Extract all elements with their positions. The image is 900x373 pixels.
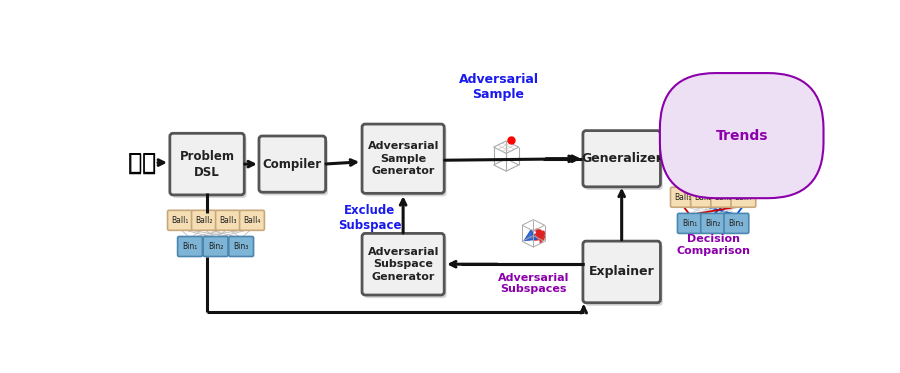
Text: Ball₃: Ball₃: [220, 216, 237, 225]
Text: Decision
Comparison: Decision Comparison: [676, 234, 750, 256]
Text: Bin₃: Bin₃: [233, 242, 248, 251]
FancyBboxPatch shape: [203, 236, 228, 257]
FancyBboxPatch shape: [583, 131, 661, 187]
FancyBboxPatch shape: [239, 210, 265, 231]
Text: Generalizer: Generalizer: [581, 152, 662, 165]
Text: Ball₃: Ball₃: [715, 193, 732, 202]
Text: Problem
DSL: Problem DSL: [180, 150, 235, 179]
Text: Trends: Trends: [716, 129, 768, 142]
FancyBboxPatch shape: [167, 210, 193, 231]
FancyBboxPatch shape: [364, 127, 446, 197]
FancyBboxPatch shape: [170, 133, 244, 195]
Text: Ball₂: Ball₂: [195, 216, 212, 225]
FancyBboxPatch shape: [364, 236, 446, 298]
FancyBboxPatch shape: [678, 213, 702, 233]
Text: Exclude
Subspace: Exclude Subspace: [338, 204, 401, 232]
FancyBboxPatch shape: [229, 236, 254, 257]
FancyBboxPatch shape: [177, 236, 202, 257]
Text: Adversarial
Subspace
Generator: Adversarial Subspace Generator: [367, 247, 439, 282]
FancyBboxPatch shape: [711, 187, 735, 207]
Text: 🧑‍💻: 🧑‍💻: [128, 151, 156, 175]
Text: Ball₁: Ball₁: [674, 193, 691, 202]
FancyBboxPatch shape: [731, 187, 756, 207]
Text: Bin₂: Bin₂: [208, 242, 223, 251]
Text: Bin₃: Bin₃: [729, 219, 744, 228]
Text: Ball₄: Ball₄: [243, 216, 261, 225]
FancyBboxPatch shape: [670, 187, 696, 207]
FancyBboxPatch shape: [259, 136, 326, 192]
Text: Explainer: Explainer: [589, 266, 654, 278]
FancyBboxPatch shape: [172, 137, 247, 198]
Text: Compiler: Compiler: [263, 158, 322, 170]
Text: Adversarial
Subspaces: Adversarial Subspaces: [498, 273, 569, 294]
Text: Bin₁: Bin₁: [183, 242, 198, 251]
Text: 👩‍💻: 👩‍💻: [129, 153, 156, 173]
Text: Bin₂: Bin₂: [706, 219, 721, 228]
Text: Ball₂: Ball₂: [694, 193, 712, 202]
FancyBboxPatch shape: [362, 233, 445, 295]
FancyBboxPatch shape: [585, 244, 662, 306]
FancyBboxPatch shape: [690, 187, 716, 207]
FancyBboxPatch shape: [724, 213, 749, 233]
Text: Bin₁: Bin₁: [682, 219, 698, 228]
Text: Adversarial
Sample
Generator: Adversarial Sample Generator: [367, 141, 439, 176]
Text: Ball₄: Ball₄: [734, 193, 752, 202]
FancyBboxPatch shape: [216, 210, 240, 231]
FancyBboxPatch shape: [701, 213, 725, 233]
Text: Ball₁: Ball₁: [171, 216, 189, 225]
FancyBboxPatch shape: [583, 241, 661, 303]
Text: Adversarial
Sample: Adversarial Sample: [458, 73, 538, 101]
FancyBboxPatch shape: [261, 139, 328, 195]
FancyBboxPatch shape: [192, 210, 216, 231]
FancyBboxPatch shape: [585, 134, 662, 190]
Polygon shape: [525, 230, 536, 241]
FancyBboxPatch shape: [362, 124, 445, 193]
